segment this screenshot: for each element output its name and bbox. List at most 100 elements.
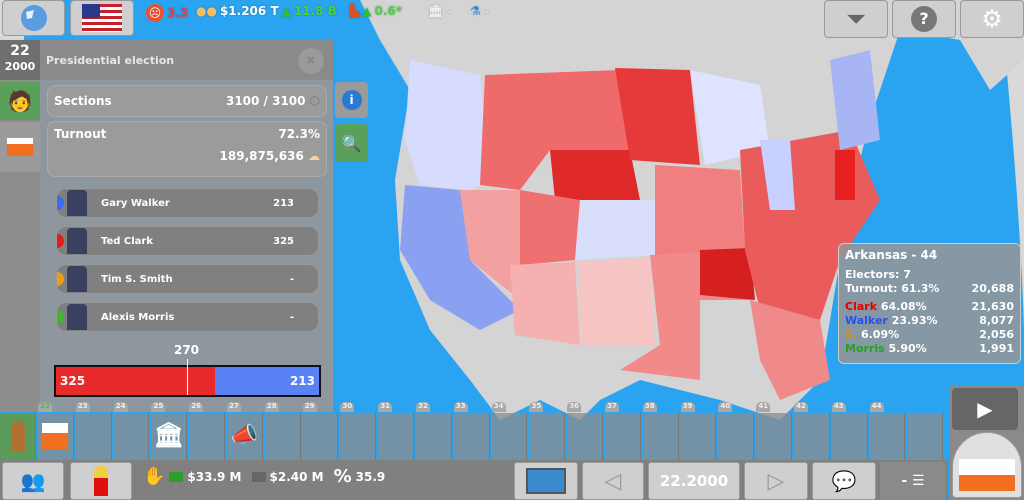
- timeline-slot[interactable]: [264, 413, 301, 460]
- globe-button[interactable]: [2, 0, 65, 36]
- state-region[interactable]: [480, 70, 630, 190]
- institutions-stat[interactable]: 🏛 -: [428, 4, 452, 18]
- messages-button[interactable]: 💬: [812, 462, 876, 500]
- help-button[interactable]: ?: [892, 0, 956, 38]
- state-region[interactable]: [578, 258, 655, 345]
- state-region[interactable]: [655, 165, 745, 255]
- timeline-slot[interactable]: [0, 413, 36, 460]
- timeline-day-label: 37: [605, 402, 619, 412]
- industry-stat[interactable]: ▙ ▲ 0.6*: [350, 4, 403, 18]
- state-region[interactable]: [400, 185, 520, 330]
- filter-button[interactable]: ⏷: [824, 0, 888, 38]
- state-region[interactable]: [750, 300, 830, 400]
- ballot-box-icon: [7, 138, 33, 156]
- timeline-day-label: 33: [453, 402, 468, 412]
- cash-icon: [169, 471, 184, 482]
- us-flag-icon: [82, 4, 122, 32]
- timeline-slot[interactable]: [75, 413, 112, 460]
- state-region[interactable]: [615, 68, 700, 165]
- timeline-slot[interactable]: [567, 413, 603, 460]
- state-region[interactable]: [405, 60, 490, 190]
- candidate-tab[interactable]: 🧑: [0, 82, 40, 120]
- previous-day-button[interactable]: ◁: [582, 462, 644, 500]
- candidate-name: Alexis Morris: [101, 311, 175, 323]
- search-tab[interactable]: 🔍: [335, 124, 368, 162]
- timeline-slot[interactable]: [718, 413, 755, 460]
- vote-button[interactable]: [952, 432, 1022, 498]
- gear-icon: ⚙: [981, 5, 1003, 33]
- budget-stats: ✋ $33.9 M $2.40 M % 35.9: [143, 466, 386, 487]
- timeline-slot[interactable]: [529, 413, 566, 460]
- timeline-slot[interactable]: [113, 413, 150, 460]
- timeline-slot[interactable]: [415, 413, 452, 460]
- timeline-slot[interactable]: [378, 413, 414, 460]
- candidate-row[interactable]: Ted Clark 325: [56, 226, 319, 256]
- timeline-slot[interactable]: [642, 413, 679, 460]
- info-tab[interactable]: i: [335, 82, 368, 118]
- candidate-row[interactable]: Tim S. Smith -: [56, 264, 319, 294]
- state-region[interactable]: [575, 200, 660, 260]
- timeline-day-label: 41: [756, 402, 771, 412]
- timeline-slot[interactable]: [831, 413, 868, 460]
- timeline-slot[interactable]: [302, 413, 339, 460]
- state-region[interactable]: [460, 190, 520, 300]
- timeline-day-label: 23: [75, 402, 90, 412]
- world-map-button[interactable]: [514, 462, 578, 500]
- state-region[interactable]: [520, 190, 580, 265]
- timeline-day-label: 26: [189, 402, 204, 412]
- candidate-portrait-icon: [67, 190, 87, 216]
- next-day-button[interactable]: ▷: [744, 462, 808, 500]
- party-color-dot: [57, 310, 64, 324]
- bar-walker: 213: [214, 367, 319, 395]
- timeline-slot[interactable]: [340, 413, 377, 460]
- population-button[interactable]: 👥: [2, 462, 64, 500]
- candidate-electoral-votes: -: [289, 273, 294, 285]
- timeline-slot[interactable]: [680, 413, 717, 460]
- state-region[interactable]: [510, 262, 580, 345]
- people-icon: 👥: [20, 469, 46, 493]
- state-region[interactable]: [690, 70, 770, 165]
- play-button[interactable]: ▶: [952, 388, 1018, 430]
- candidate-row[interactable]: Gary Walker 213: [56, 188, 319, 218]
- timeline-slot[interactable]: [491, 413, 528, 460]
- country-flag-button[interactable]: [70, 0, 134, 36]
- state-region-arkansas[interactable]: [700, 248, 755, 300]
- left-column: 22 2000 🧑: [0, 40, 40, 412]
- list-icon: - ☰: [901, 473, 925, 489]
- timeline-slot[interactable]: 🏛: [151, 413, 188, 460]
- timeline-slot[interactable]: [869, 413, 906, 460]
- state-region[interactable]: [835, 150, 855, 200]
- timeline-slot[interactable]: 📣: [226, 413, 263, 460]
- timeline-slot[interactable]: [793, 413, 830, 460]
- candidate-portrait-icon: [67, 228, 87, 254]
- research-stat[interactable]: ⚗ -: [470, 4, 489, 18]
- timeline-slot[interactable]: [756, 413, 792, 460]
- timeline-day-label: 27: [227, 402, 241, 412]
- timeline-slot[interactable]: [604, 413, 641, 460]
- state-region[interactable]: [760, 140, 795, 210]
- state-region[interactable]: [550, 150, 640, 200]
- timeline-day-label: 34: [491, 402, 506, 412]
- chevron-left-icon: ◁: [604, 468, 622, 494]
- timeline-slot[interactable]: [453, 413, 490, 460]
- menu-button[interactable]: - ☰: [880, 462, 946, 500]
- timeline-slot[interactable]: [37, 413, 74, 460]
- candidate-row[interactable]: Alexis Morris -: [56, 302, 319, 332]
- state-region[interactable]: [830, 50, 880, 150]
- close-icon[interactable]: ✖: [298, 48, 324, 74]
- ballot-tab[interactable]: [0, 122, 40, 172]
- leader-button[interactable]: [70, 462, 132, 500]
- money-stat[interactable]: ●● $1.206 T ▲ 11.8 B: [196, 4, 337, 18]
- help-icon: ?: [911, 6, 937, 32]
- timeline-slot[interactable]: [189, 413, 225, 460]
- flask-icon: ⚗: [470, 4, 481, 18]
- timeline-slot[interactable]: [907, 413, 944, 460]
- globe-icon: [20, 5, 47, 31]
- settings-button[interactable]: ⚙: [960, 0, 1024, 38]
- timeline-day-label: 29: [302, 402, 317, 412]
- cash-grey-icon: [251, 471, 266, 482]
- hand-icon[interactable]: ✋: [143, 466, 166, 487]
- timeline-day-label: 30: [340, 402, 355, 412]
- unrest-stat[interactable]: ☹ 3.3: [146, 4, 188, 22]
- timeline-day-label: 36: [567, 402, 582, 412]
